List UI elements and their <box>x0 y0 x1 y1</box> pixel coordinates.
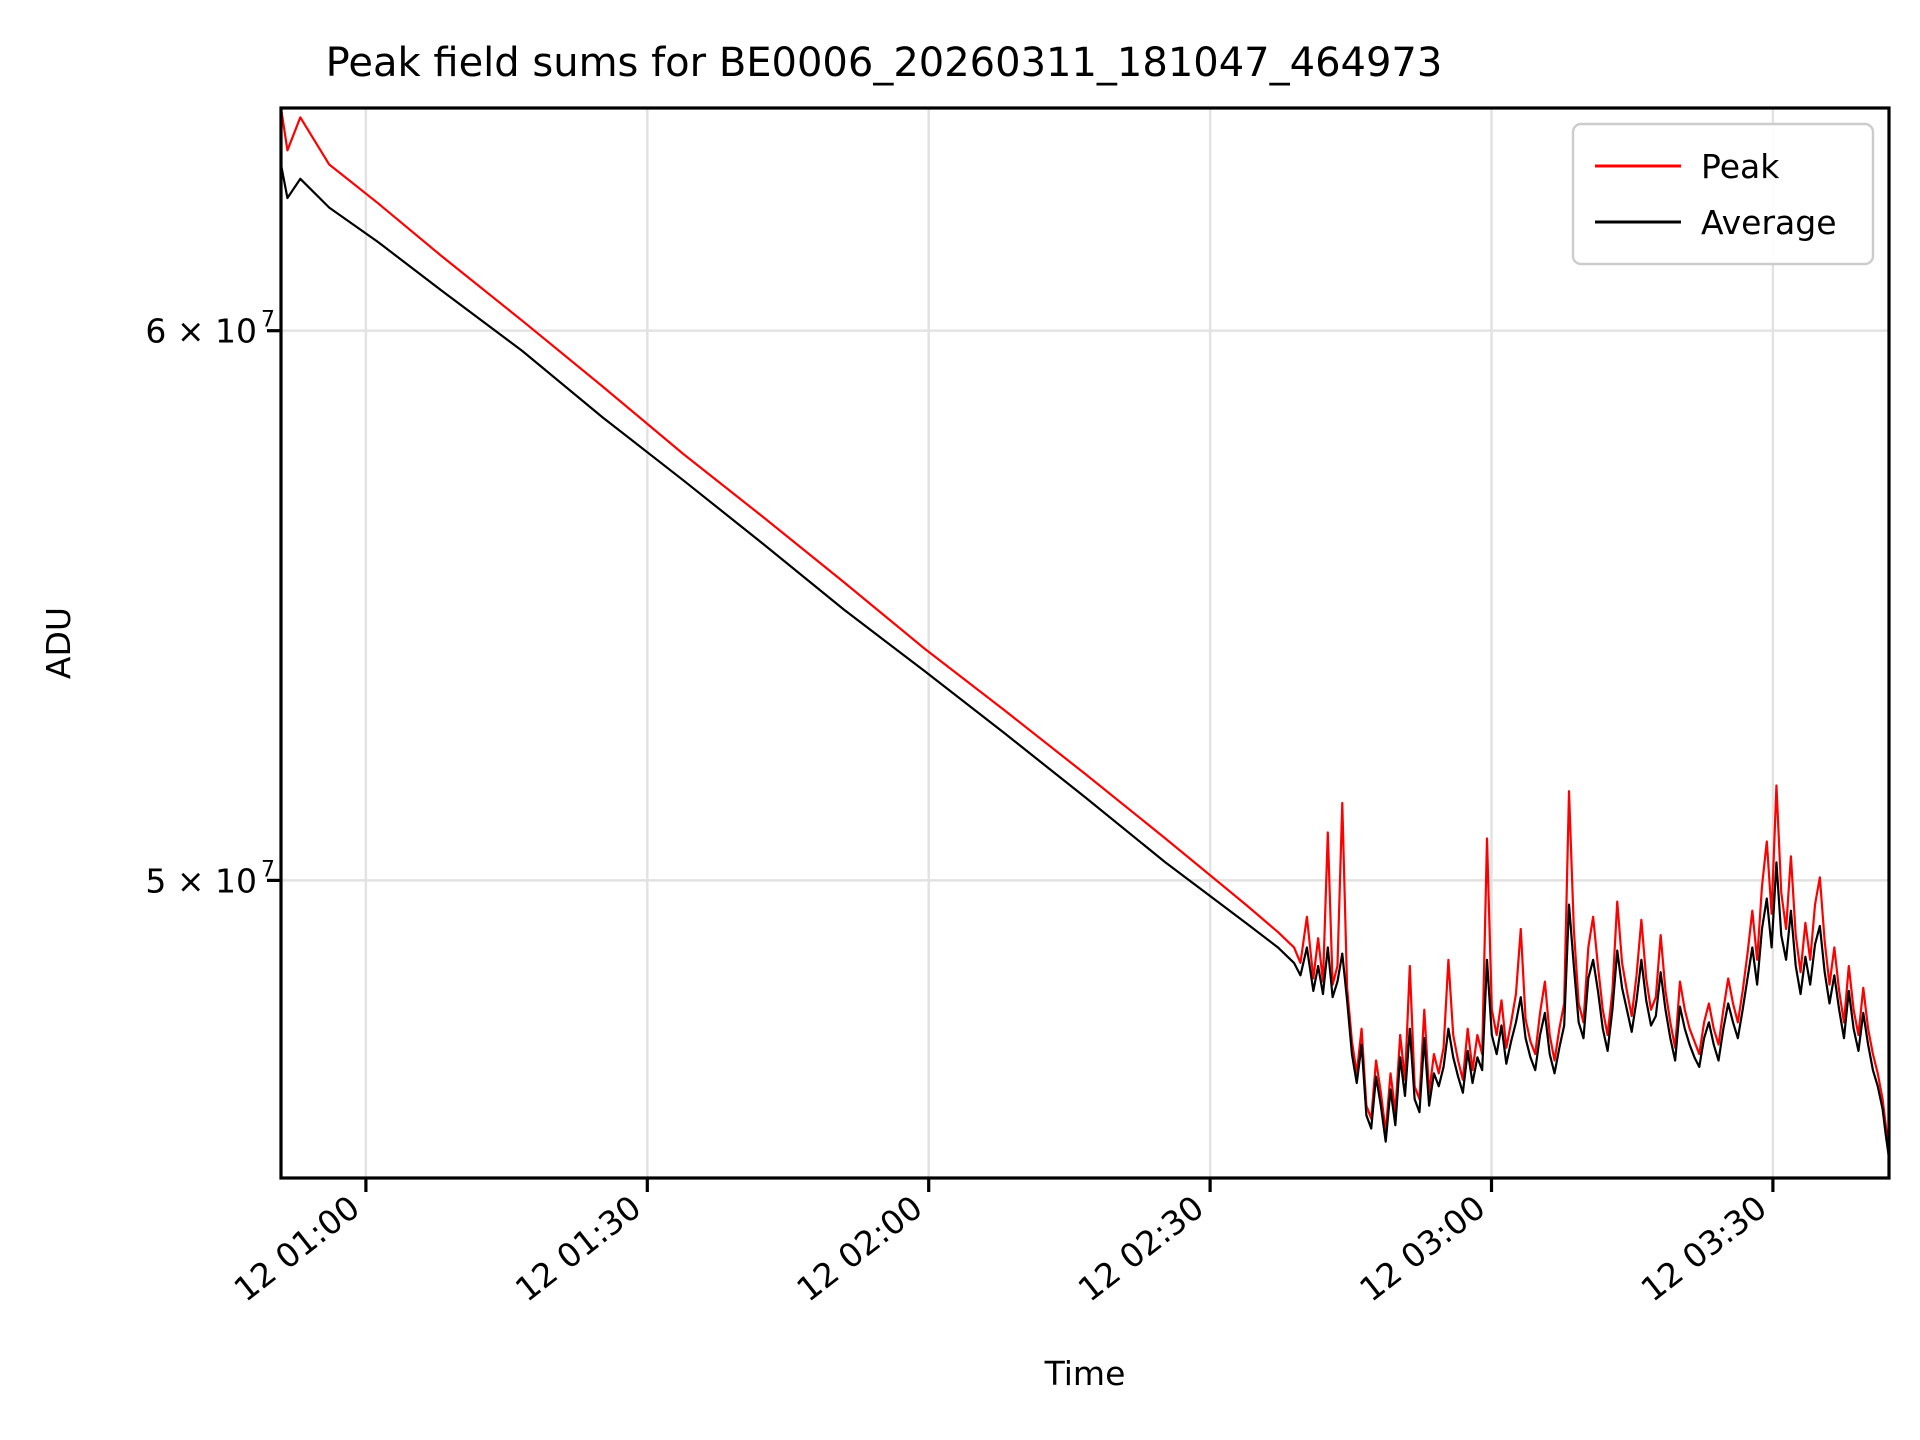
svg-text:7: 7 <box>261 308 275 333</box>
legend-label-average: Average <box>1701 203 1837 242</box>
y-axis-label: ADU <box>39 607 78 679</box>
gridlines <box>281 108 1889 1178</box>
plot-area-background <box>281 108 1889 1178</box>
legend-label-peak: Peak <box>1701 147 1780 186</box>
page-title: Peak field sums for BE0006_20260311_1810… <box>326 40 1443 86</box>
y-tick-label: 6 × 10 7 <box>145 308 275 351</box>
y-axis-ticks: 6 × 10 75 × 10 7 <box>145 308 281 900</box>
y-tick-label: 5 × 10 7 <box>145 857 275 900</box>
svg-text:5 × 10: 5 × 10 <box>145 861 257 900</box>
legend-frame <box>1571 122 1875 266</box>
data-series-group <box>281 108 1889 1160</box>
x-axis-label: Time <box>1044 1354 1126 1393</box>
series-line-peak <box>281 108 1889 1153</box>
axes-frame <box>279 106 1891 1180</box>
svg-text:6 × 10: 6 × 10 <box>145 312 257 351</box>
axes-spines <box>279 106 1891 1180</box>
series-line-average <box>281 163 1889 1160</box>
legend[interactable]: Peak Average <box>1571 122 1875 266</box>
svg-text:7: 7 <box>261 857 275 882</box>
